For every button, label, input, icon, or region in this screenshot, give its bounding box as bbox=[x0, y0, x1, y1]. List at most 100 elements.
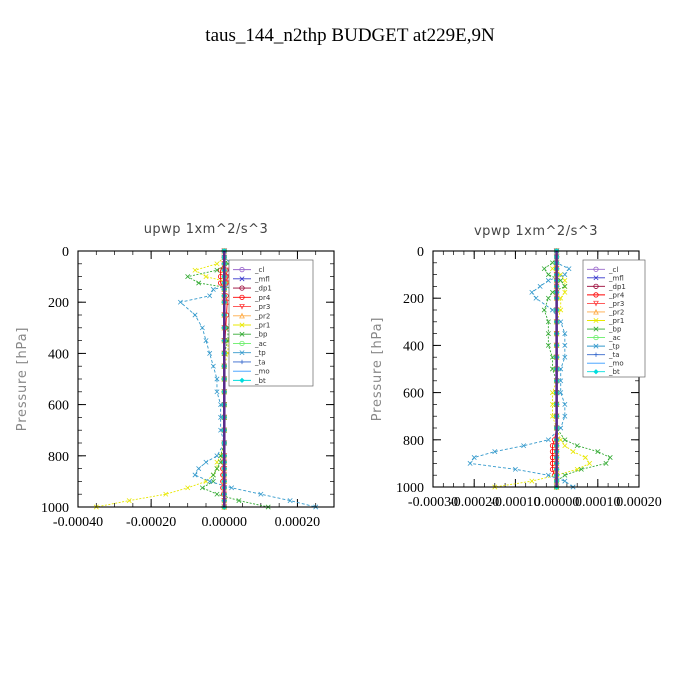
data-point bbox=[562, 278, 568, 283]
data-point bbox=[203, 459, 209, 465]
data-point bbox=[163, 491, 169, 497]
data-point bbox=[258, 491, 264, 497]
legend-marker bbox=[239, 303, 245, 310]
data-point bbox=[192, 472, 198, 478]
data-point bbox=[562, 413, 568, 419]
data-point bbox=[545, 319, 551, 325]
data-point bbox=[603, 460, 609, 466]
legend-marker bbox=[593, 275, 599, 281]
legend-marker bbox=[239, 276, 245, 282]
legend-marker bbox=[593, 352, 599, 357]
data-point bbox=[537, 283, 543, 289]
data-point bbox=[512, 466, 518, 472]
y-tick-label: 0 bbox=[417, 245, 424, 260]
data-point bbox=[562, 472, 568, 478]
data-point bbox=[492, 449, 498, 455]
data-point bbox=[214, 376, 220, 382]
legend-marker bbox=[239, 359, 245, 365]
legend-label: _pr3 bbox=[608, 300, 624, 308]
data-point bbox=[203, 274, 209, 280]
data-point bbox=[199, 485, 205, 491]
data-point bbox=[207, 350, 213, 356]
data-point bbox=[595, 449, 601, 455]
y-tick-label: 400 bbox=[403, 339, 424, 354]
legend-marker bbox=[593, 283, 599, 289]
data-point bbox=[545, 472, 551, 478]
legend-marker bbox=[239, 340, 245, 347]
x-tick-label: -0.00030 bbox=[408, 495, 458, 510]
legend-label: _pr2 bbox=[254, 312, 270, 320]
data-point bbox=[545, 278, 551, 283]
panel-vpwp: vpwp 1xm^2/s^3 Pressure [hPa] 0 200 400 600 80… bbox=[370, 224, 662, 510]
data-point bbox=[287, 498, 293, 504]
data-point bbox=[229, 485, 235, 491]
legend-label: _bp bbox=[254, 331, 268, 339]
data-point bbox=[529, 478, 535, 484]
data-point bbox=[545, 437, 551, 443]
data-point bbox=[558, 390, 564, 396]
x-tick-label: 0.00020 bbox=[616, 495, 662, 510]
data-point bbox=[236, 498, 242, 504]
legend-label: _pr3 bbox=[254, 303, 270, 311]
y-tick-label: 600 bbox=[48, 399, 69, 414]
data-point bbox=[214, 491, 220, 497]
legend-marker bbox=[593, 292, 599, 298]
data-point bbox=[549, 307, 555, 313]
data-point bbox=[558, 307, 564, 313]
legend-label: _mfl bbox=[608, 274, 624, 282]
data-point bbox=[541, 307, 547, 313]
legend-box bbox=[582, 259, 646, 378]
data-point bbox=[545, 295, 551, 301]
data-point bbox=[218, 402, 224, 408]
series-tp bbox=[467, 248, 576, 490]
data-point bbox=[549, 289, 555, 295]
data-point bbox=[562, 437, 568, 443]
data-point bbox=[218, 459, 224, 465]
legend-marker bbox=[593, 343, 599, 349]
data-point bbox=[562, 478, 568, 484]
data-point bbox=[566, 266, 572, 272]
data-point bbox=[199, 325, 205, 331]
data-point bbox=[562, 401, 568, 407]
data-point bbox=[218, 453, 224, 459]
data-point bbox=[185, 274, 191, 280]
data-point bbox=[177, 299, 183, 305]
data-point bbox=[541, 266, 547, 272]
data-point bbox=[558, 437, 564, 443]
legend-label: _bt bbox=[608, 368, 620, 376]
y-tick-label: 200 bbox=[403, 292, 424, 307]
data-point bbox=[549, 366, 555, 372]
data-point bbox=[529, 289, 535, 295]
data-point bbox=[126, 498, 132, 504]
y-axis-label: Pressure [hPa] bbox=[370, 317, 385, 421]
data-point bbox=[203, 478, 209, 484]
legend-marker bbox=[239, 267, 245, 273]
data-point bbox=[558, 295, 564, 301]
x-tick-label: 0.00020 bbox=[275, 515, 321, 530]
legend-marker bbox=[593, 308, 599, 315]
x-tick-label: -0.00010 bbox=[490, 495, 540, 510]
y-tick-label: 600 bbox=[403, 387, 424, 402]
series-line bbox=[494, 251, 591, 488]
x-tick-label: -0.00040 bbox=[53, 515, 103, 530]
data-point bbox=[207, 478, 213, 484]
data-point bbox=[196, 466, 202, 472]
data-point bbox=[210, 472, 216, 478]
data-point bbox=[545, 272, 551, 278]
data-point bbox=[587, 460, 593, 466]
data-point bbox=[558, 278, 564, 283]
data-point bbox=[562, 354, 568, 360]
y-axis-label: Pressure [hPa] bbox=[15, 327, 30, 431]
plot-frame bbox=[77, 250, 335, 508]
data-point bbox=[582, 455, 588, 460]
legend-marker bbox=[239, 285, 245, 291]
data-point bbox=[467, 460, 473, 466]
legend-label: _ta bbox=[254, 358, 266, 366]
data-point bbox=[196, 280, 202, 286]
data-point bbox=[471, 455, 477, 460]
data-point bbox=[549, 260, 555, 266]
panel-title: vpwp 1xm^2/s^3 bbox=[474, 224, 598, 239]
data-point bbox=[549, 413, 555, 419]
data-point bbox=[218, 414, 224, 420]
legend-marker bbox=[239, 350, 245, 356]
